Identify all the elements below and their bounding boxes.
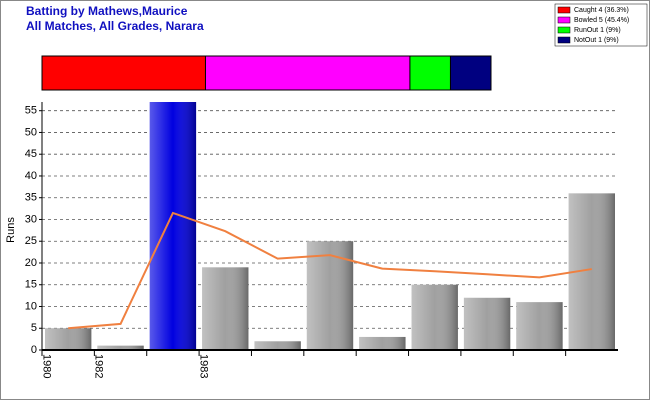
legend-box bbox=[554, 3, 648, 47]
legend-label: RunOut 1 (9%) bbox=[574, 27, 621, 34]
bar-shade bbox=[149, 102, 197, 350]
y-tick-label: 5 bbox=[31, 322, 37, 334]
bar-shade bbox=[254, 341, 301, 350]
bar-shade bbox=[97, 345, 144, 350]
bar-shade bbox=[45, 328, 92, 350]
y-tick-label: 45 bbox=[25, 148, 37, 160]
legend-swatch bbox=[557, 6, 571, 14]
segment bbox=[409, 55, 451, 91]
y-axis-label: Runs bbox=[5, 217, 17, 243]
segment bbox=[41, 55, 206, 91]
legend-label: NotOut 1 (9%) bbox=[574, 37, 619, 44]
y-tick-label: 55 bbox=[25, 105, 37, 117]
chart-title: Batting by Mathews,Maurice bbox=[26, 4, 188, 18]
legend-label: Bowled 5 (45.4%) bbox=[574, 17, 629, 24]
x-tick-label: 1983 bbox=[197, 354, 209, 378]
legend-label: Caught 4 (36.3%) bbox=[574, 7, 629, 14]
y-tick-label: 50 bbox=[25, 126, 37, 138]
bar-shade bbox=[359, 336, 406, 350]
x-tick-label: 1980 bbox=[40, 354, 52, 378]
y-tick-label: 25 bbox=[25, 235, 37, 247]
bar-shade bbox=[411, 284, 458, 350]
x-tick-label: 1982 bbox=[93, 354, 105, 378]
bar-shade bbox=[463, 297, 511, 350]
y-tick-label: 40 bbox=[25, 170, 37, 182]
y-tick-label: 30 bbox=[25, 213, 37, 225]
chart-subtitle: All Matches, All Grades, Narara bbox=[26, 19, 204, 33]
legend-swatch bbox=[557, 16, 571, 24]
bar-shade bbox=[202, 267, 249, 350]
average-line bbox=[68, 211, 592, 330]
legend-swatch bbox=[557, 36, 571, 44]
y-tick-label: 0 bbox=[31, 344, 37, 356]
y-tick-label: 20 bbox=[25, 257, 37, 269]
y-tick-label: 35 bbox=[25, 192, 37, 204]
segment bbox=[204, 55, 411, 91]
bar-shade bbox=[516, 302, 563, 350]
legend-swatch bbox=[557, 26, 571, 34]
segment bbox=[449, 55, 492, 91]
y-tick-label: 15 bbox=[25, 279, 37, 291]
bar-shade bbox=[306, 241, 354, 350]
y-tick-label: 10 bbox=[25, 300, 37, 312]
